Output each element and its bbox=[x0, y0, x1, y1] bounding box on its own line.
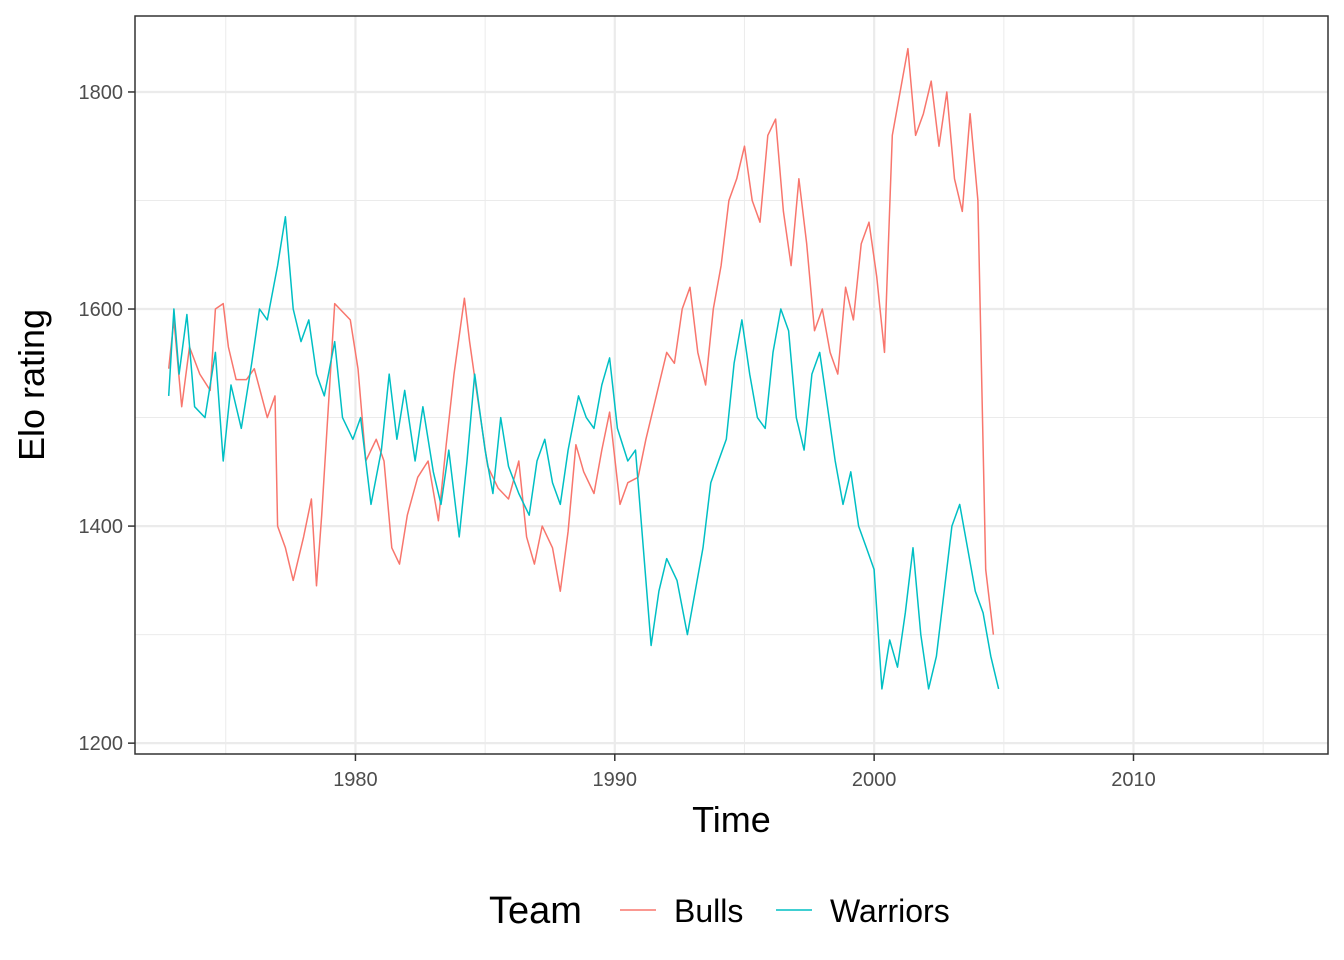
series-line-bulls bbox=[167, 47, 995, 635]
x-axis: 1980 1990 2000 2010 bbox=[333, 754, 1156, 791]
legend-label-bulls: Bulls bbox=[674, 893, 743, 929]
y-tick-label: 1400 bbox=[79, 516, 124, 538]
legend: Team Bulls Warriors bbox=[489, 890, 950, 932]
minor-grid bbox=[135, 16, 1328, 754]
y-tick-label: 1800 bbox=[79, 82, 124, 104]
major-grid bbox=[135, 16, 1328, 754]
plot-panel-border bbox=[134, 15, 1329, 755]
legend-label-warriors: Warriors bbox=[830, 893, 950, 929]
y-tick-label: 1600 bbox=[79, 299, 124, 321]
x-tick-label: 1980 bbox=[333, 769, 378, 791]
y-axis-title: Elo rating bbox=[11, 309, 52, 461]
x-tick-label: 2000 bbox=[852, 769, 897, 791]
series-lines bbox=[167, 47, 1000, 690]
x-tick-label: 2010 bbox=[1111, 769, 1156, 791]
x-axis-title: Time bbox=[692, 799, 771, 840]
y-axis: 1200 1400 1600 1800 bbox=[79, 82, 135, 755]
series-line-warriors bbox=[167, 216, 1000, 690]
y-tick-label: 1200 bbox=[79, 733, 124, 755]
legend-title: Team bbox=[489, 890, 582, 932]
x-tick-label: 1990 bbox=[593, 769, 638, 791]
